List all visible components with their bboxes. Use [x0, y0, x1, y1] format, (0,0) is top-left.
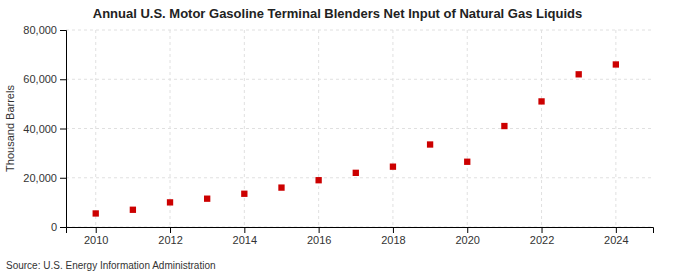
tick-label: 80,000 [23, 24, 57, 36]
point [390, 164, 396, 170]
tick-label: 60,000 [23, 73, 57, 85]
y-axis: 0 20,000 40,000 60,000 80,000 [23, 24, 66, 233]
tick-mark [244, 227, 245, 233]
tick-label: 2022 [530, 234, 554, 246]
point [167, 199, 173, 205]
grid-line-y [66, 128, 653, 129]
chart: 2010 2012 2014 2016 2018 2020 2022 2024 0 20,000 4… [0, 0, 675, 275]
point [427, 141, 433, 147]
grid-line-y [66, 30, 653, 31]
tick-mark [170, 227, 171, 233]
tick: 2022 [530, 227, 554, 246]
grid-line-x [392, 30, 393, 227]
grid-line-y [66, 79, 653, 80]
tick-mark [60, 30, 66, 31]
tick-label: 2020 [455, 234, 479, 246]
tick: 2014 [233, 227, 257, 246]
tick-mark [467, 227, 468, 233]
grid-line-x [95, 30, 96, 227]
tick-label: 2018 [381, 234, 405, 246]
tick-mark [96, 227, 97, 233]
grid-line-x [318, 30, 319, 227]
point [613, 61, 619, 67]
tick: 2010 [84, 227, 108, 246]
tick-label: 0 [51, 221, 57, 233]
tick-label: 2014 [233, 234, 257, 246]
point [501, 123, 507, 129]
grid-line-x [467, 30, 468, 227]
grid-line-x [170, 30, 171, 227]
tick-mark [60, 129, 66, 130]
tick-label: 20,000 [23, 172, 57, 184]
plot-area: 2010 2012 2014 2016 2018 2020 2022 2024 0 20,000 4… [23, 24, 653, 246]
x-axis: 2010 2012 2014 2016 2018 2020 2022 2024 [67, 227, 654, 246]
y-axis-label: Thousand Barrels [4, 85, 16, 172]
tick-label: 40,000 [23, 123, 57, 135]
point [315, 177, 321, 183]
axis-line [60, 31, 67, 228]
point [130, 207, 136, 213]
tick-mark [393, 227, 394, 233]
grid-line-x [541, 30, 542, 227]
tick-mark [616, 227, 617, 233]
point [204, 196, 210, 202]
tick: 2012 [158, 227, 182, 246]
tick-label: 2010 [84, 234, 108, 246]
grid-line-x [244, 30, 245, 227]
grid [66, 30, 653, 227]
marks [93, 61, 619, 216]
point [576, 71, 582, 77]
tick-mark [60, 227, 66, 228]
title: Annual U.S. Motor Gasoline Terminal Blen… [93, 6, 582, 21]
tick: 2020 [455, 227, 479, 246]
tick: 0 [51, 221, 66, 233]
tick: 20,000 [23, 172, 66, 184]
grid-line-y [66, 177, 653, 178]
tick: 2024 [604, 227, 628, 246]
tick-mark [542, 227, 543, 233]
point [278, 184, 284, 190]
tick: 80,000 [23, 24, 66, 36]
point [93, 210, 99, 216]
point [464, 159, 470, 165]
tick-label: 2012 [158, 234, 182, 246]
tick-mark [60, 178, 66, 179]
tick-label: 2016 [307, 234, 331, 246]
axis-line [67, 228, 654, 234]
grid-line-x [615, 30, 616, 227]
annotation: Source: U.S. Energy Information Administ… [6, 260, 216, 271]
tick-mark [319, 227, 320, 233]
tick: 2016 [307, 227, 331, 246]
point [353, 170, 359, 176]
point [538, 98, 544, 104]
tick: 2018 [381, 227, 405, 246]
tick-mark [60, 79, 66, 80]
tick: 60,000 [23, 73, 66, 85]
point [241, 191, 247, 197]
tick-label: 2024 [604, 234, 628, 246]
tick: 40,000 [23, 123, 66, 135]
